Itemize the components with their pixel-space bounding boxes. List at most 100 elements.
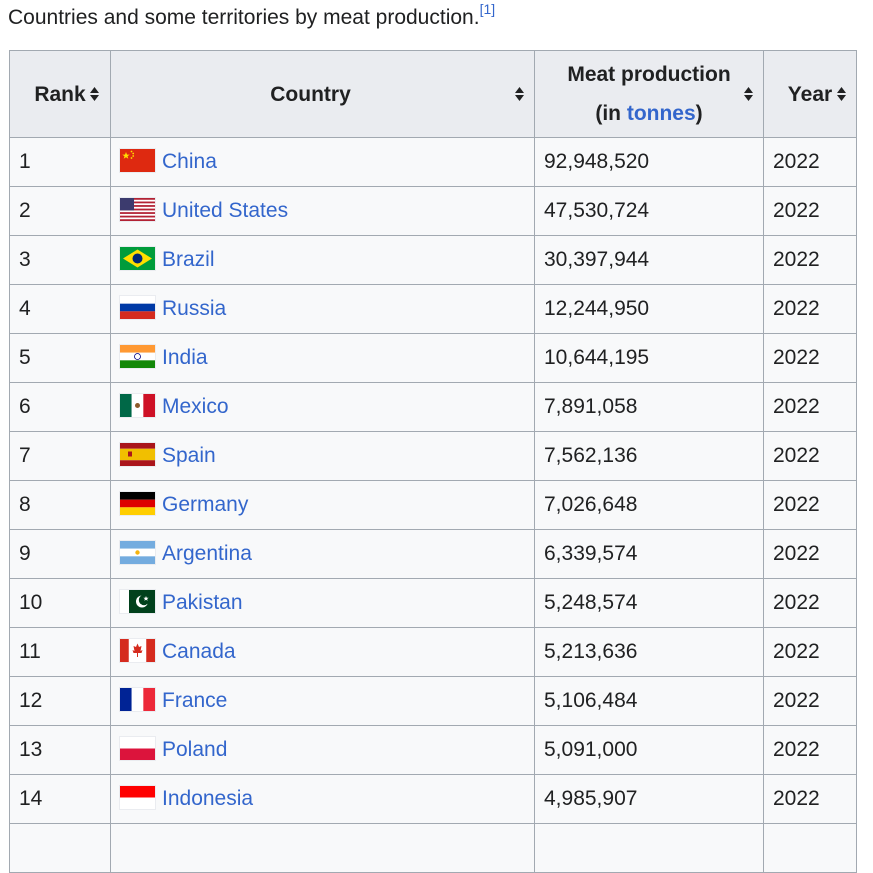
table-row: 9 Argentina 6,339,574 2022: [9, 529, 857, 579]
country-link[interactable]: Canada: [162, 640, 236, 663]
country-link[interactable]: Pakistan: [162, 591, 243, 614]
country-cell: Poland: [110, 725, 535, 775]
country-link[interactable]: China: [162, 150, 217, 173]
header-row: Rank Country Meat production (in tonnes)…: [9, 50, 857, 138]
meat-production-table: Rank Country Meat production (in tonnes)…: [9, 50, 857, 873]
table-row: 11 Canada 5,213,636 2022: [9, 627, 857, 677]
header-meat-prefix: (in: [595, 102, 627, 125]
year-cell: 2022: [763, 676, 857, 726]
country-cell: China: [110, 137, 535, 187]
country-cell: India: [110, 333, 535, 383]
rank-cell: 9: [9, 529, 111, 579]
year-cell: 2022: [763, 235, 857, 285]
country-link[interactable]: United States: [162, 199, 289, 222]
rank-cell: 3: [9, 235, 111, 285]
production-cell: 5,106,484: [534, 676, 764, 726]
table-row: 2 United States 47,530,724 2022: [9, 186, 857, 236]
empty-cell: [9, 823, 111, 873]
header-country[interactable]: Country: [110, 50, 535, 138]
year-cell: 2022: [763, 627, 857, 677]
country-link[interactable]: Brazil: [162, 248, 215, 271]
rank-cell: 8: [9, 480, 111, 530]
production-cell: 5,091,000: [534, 725, 764, 775]
country-link[interactable]: Spain: [162, 444, 216, 467]
production-cell: 7,891,058: [534, 382, 764, 432]
year-cell: 2022: [763, 480, 857, 530]
production-cell: 4,985,907: [534, 774, 764, 824]
country-cell: Mexico: [110, 382, 535, 432]
country-cell: Spain: [110, 431, 535, 481]
country-cell: United States: [110, 186, 535, 236]
country-link[interactable]: Indonesia: [162, 787, 254, 810]
country-cell: Pakistan: [110, 578, 535, 628]
france-flag-icon[interactable]: [120, 687, 155, 711]
china-flag-icon[interactable]: [120, 148, 155, 172]
year-cell: 2022: [763, 284, 857, 334]
germany-flag-icon[interactable]: [120, 491, 155, 515]
sort-arrows-icon[interactable]: [743, 86, 754, 102]
tonnes-link[interactable]: tonnes: [626, 102, 696, 125]
country-link[interactable]: Russia: [162, 297, 227, 320]
header-meat-line1: Meat production: [567, 63, 731, 86]
sort-arrows-icon[interactable]: [836, 86, 847, 102]
india-flag-icon[interactable]: [120, 344, 155, 368]
rank-cell: 1: [9, 137, 111, 187]
table-row: 10 Pakistan 5,248,574 2022: [9, 578, 857, 628]
rank-cell: 10: [9, 578, 111, 628]
argentina-flag-icon[interactable]: [120, 540, 155, 564]
country-link[interactable]: Germany: [162, 493, 249, 516]
canada-flag-icon[interactable]: [120, 638, 155, 662]
year-cell: 2022: [763, 431, 857, 481]
rank-cell: 2: [9, 186, 111, 236]
table-row: 3 Brazil 30,397,944 2022: [9, 235, 857, 285]
country-cell: Russia: [110, 284, 535, 334]
pakistan-flag-icon[interactable]: [120, 589, 155, 613]
indonesia-flag-icon[interactable]: [120, 785, 155, 809]
poland-flag-icon[interactable]: [120, 736, 155, 760]
production-cell: 5,248,574: [534, 578, 764, 628]
table-row: 5 India 10,644,195 2022: [9, 333, 857, 383]
country-link[interactable]: India: [162, 346, 208, 369]
united-states-flag-icon[interactable]: [120, 197, 155, 221]
table-row: 1 China 92,948,520 2022: [9, 137, 857, 187]
header-meat-production[interactable]: Meat production (in tonnes): [534, 50, 764, 138]
year-cell: 2022: [763, 578, 857, 628]
production-cell: 92,948,520: [534, 137, 764, 187]
header-meat-suffix: ): [695, 102, 703, 125]
production-cell: 10,644,195: [534, 333, 764, 383]
production-cell: 7,562,136: [534, 431, 764, 481]
rank-cell: 12: [9, 676, 111, 726]
table-row: 7 Spain 7,562,136 2022: [9, 431, 857, 481]
empty-cell: [763, 823, 857, 873]
header-year-label: Year: [787, 82, 833, 106]
header-year[interactable]: Year: [763, 50, 857, 138]
spain-flag-icon[interactable]: [120, 442, 155, 466]
table-caption: Countries and some territories by meat p…: [8, 2, 495, 31]
production-cell: 7,026,648: [534, 480, 764, 530]
sort-arrows-icon[interactable]: [514, 86, 525, 102]
brazil-flag-icon[interactable]: [120, 246, 155, 270]
country-link[interactable]: Mexico: [162, 395, 229, 418]
year-cell: 2022: [763, 725, 857, 775]
rank-cell: 6: [9, 382, 111, 432]
mexico-flag-icon[interactable]: [120, 393, 155, 417]
reference-sup[interactable]: [1]: [480, 1, 496, 17]
production-cell: 12,244,950: [534, 284, 764, 334]
table-row-partial: [9, 823, 857, 873]
year-cell: 2022: [763, 186, 857, 236]
country-link[interactable]: Poland: [162, 738, 228, 761]
rank-cell: 11: [9, 627, 111, 677]
reference-link[interactable]: [1]: [479, 1, 496, 17]
header-country-label: Country: [270, 82, 351, 106]
header-rank[interactable]: Rank: [9, 50, 111, 138]
russia-flag-icon[interactable]: [120, 295, 155, 319]
header-rank-label: Rank: [34, 82, 86, 106]
year-cell: 2022: [763, 333, 857, 383]
country-link[interactable]: Argentina: [162, 542, 252, 565]
rank-cell: 5: [9, 333, 111, 383]
country-cell: Argentina: [110, 529, 535, 579]
country-link[interactable]: France: [162, 689, 228, 712]
sort-arrows-icon[interactable]: [89, 86, 100, 102]
year-cell: 2022: [763, 382, 857, 432]
rank-cell: 4: [9, 284, 111, 334]
